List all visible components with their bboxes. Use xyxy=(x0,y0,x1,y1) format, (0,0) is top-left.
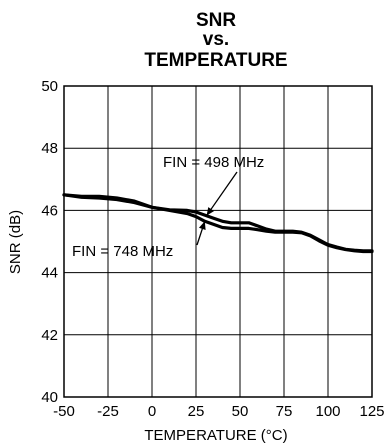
x-axis-label: TEMPERATURE (°C) xyxy=(144,427,287,444)
annotation-748: FIN = 748 MHz xyxy=(72,221,206,260)
plot-frame xyxy=(63,85,373,398)
y-tick-label: 48 xyxy=(41,140,58,157)
y-tick-label: 44 xyxy=(41,265,58,282)
x-tick-label: -50 xyxy=(53,403,75,420)
chart-title-line-3: TEMPERATURE xyxy=(144,50,287,71)
annotation-498-arrowhead xyxy=(206,207,215,216)
y-tick-label: 46 xyxy=(41,202,58,219)
annotation-498-leader xyxy=(206,171,238,217)
chart-title-line-2: vs. xyxy=(203,29,229,50)
y-axis-label: SNR (dB) xyxy=(7,210,24,274)
y-tick-labels: 40 42 44 46 48 50 xyxy=(41,78,58,406)
series-group xyxy=(62,193,374,254)
chart-title-line-1: SNR xyxy=(196,10,236,31)
annotation-748-text: FIN = 748 MHz xyxy=(72,243,173,260)
x-tick-label: -25 xyxy=(97,403,119,420)
grid xyxy=(63,85,373,398)
annotation-498: FIN = 498 MHz xyxy=(163,154,264,217)
annotation-748-arrowhead xyxy=(198,221,206,230)
annotation-498-text: FIN = 498 MHz xyxy=(163,154,264,171)
x-tick-label: 25 xyxy=(188,403,205,420)
y-tick-label: 50 xyxy=(41,78,58,95)
y-tick-label: 40 xyxy=(41,389,58,406)
series-line-748mhz xyxy=(62,193,374,254)
x-tick-label: 100 xyxy=(315,403,340,420)
x-tick-label: 50 xyxy=(232,403,249,420)
x-tick-label: 125 xyxy=(359,403,384,420)
x-tick-label: 75 xyxy=(276,403,293,420)
x-tick-labels: -50 -25 0 25 50 75 100 125 xyxy=(53,403,384,420)
y-tick-label: 42 xyxy=(41,327,58,344)
x-tick-label: 0 xyxy=(148,403,156,420)
